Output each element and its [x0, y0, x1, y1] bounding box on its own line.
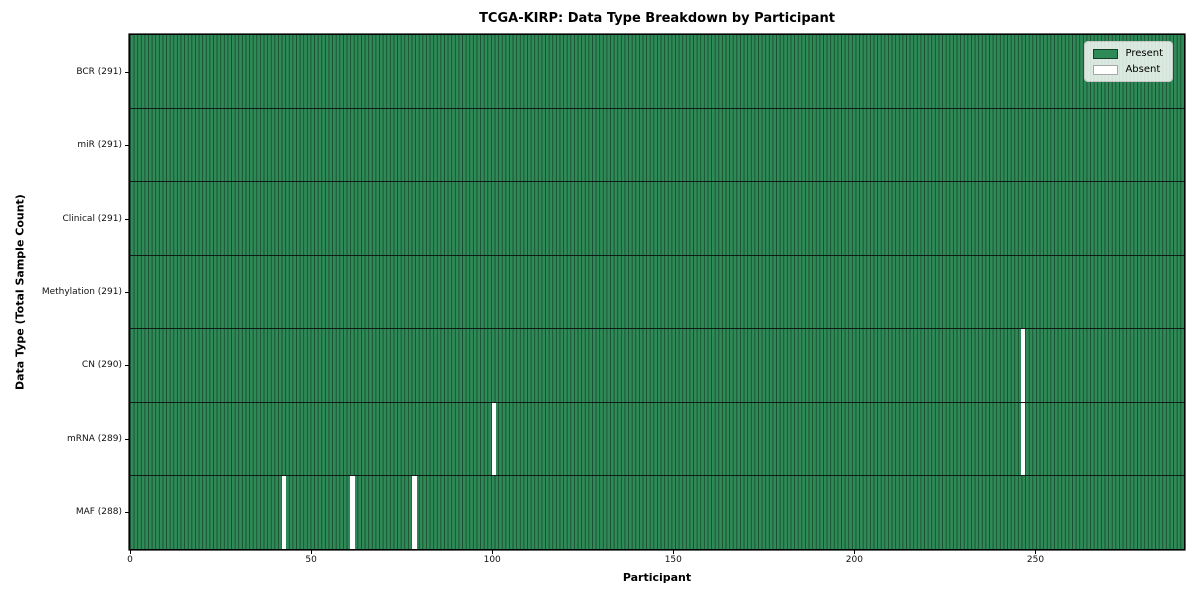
y-tick-mark: [125, 512, 129, 514]
present-swatch-icon: [1093, 48, 1119, 59]
y-tick-mark: [125, 145, 129, 147]
absent-swatch-icon: [1093, 64, 1119, 75]
x-tick-mark: [492, 550, 494, 554]
y-tick-label-mRNA: mRNA (289): [67, 433, 122, 444]
y-tick-mark: [125, 71, 129, 73]
y-tick-label-Clinical: Clinical (291): [62, 213, 122, 224]
x-tick-label-0: 0: [127, 555, 133, 565]
y-tick-label-CN: CN (290): [81, 360, 122, 371]
absent-bar-MAF-78: [412, 476, 417, 550]
x-tick-mark: [1035, 550, 1037, 554]
plot-area: Present Absent: [130, 35, 1184, 550]
row-Clinical: [130, 182, 1184, 256]
legend-label: Absent: [1125, 64, 1161, 75]
chart-title: TCGA-KIRP: Data Type Breakdown by Partic…: [479, 11, 835, 26]
y-tick-mark: [125, 438, 129, 440]
row-Methylation: [130, 256, 1184, 330]
x-tick-label-50: 50: [305, 555, 317, 565]
y-tick-mark: [125, 218, 129, 220]
y-tick-label-miR: miR (291): [77, 140, 122, 151]
absent-bar-mRNA-100: [491, 402, 497, 476]
legend-item-present: Present: [1093, 48, 1163, 59]
legend-item-absent: Absent: [1093, 64, 1163, 75]
y-tick-label-BCR: BCR (291): [76, 66, 122, 77]
y-tick-mark: [125, 292, 129, 293]
row-MAF: [130, 476, 1184, 550]
row-miR: [130, 109, 1184, 183]
x-tick-mark: [854, 550, 856, 554]
y-tick-label-Methylation: Methylation (291): [41, 287, 122, 297]
row-mRNA: [130, 402, 1184, 477]
legend-label: Present: [1125, 48, 1163, 59]
absent-bar-CN-246: [1020, 329, 1026, 402]
x-axis-label: Participant: [622, 571, 692, 584]
absent-bar-MAF-42: [281, 476, 287, 550]
row-CN: [130, 329, 1184, 403]
x-tick-mark: [673, 550, 675, 554]
x-tick-mark: [130, 550, 131, 554]
absent-bar-mRNA-246: [1020, 402, 1026, 476]
x-tick-mark: [311, 550, 313, 554]
x-tick-label-250: 250: [1026, 555, 1045, 565]
x-tick-label-200: 200: [845, 555, 863, 565]
legend: Present Absent: [1084, 41, 1173, 82]
y-tick-label-MAF: MAF (288): [75, 507, 122, 518]
absent-bar-MAF-61: [350, 476, 356, 550]
y-tick-mark: [125, 365, 129, 367]
x-tick-label-150: 150: [664, 555, 682, 565]
row-BCR: [130, 35, 1184, 109]
x-tick-label-100: 100: [483, 555, 501, 565]
